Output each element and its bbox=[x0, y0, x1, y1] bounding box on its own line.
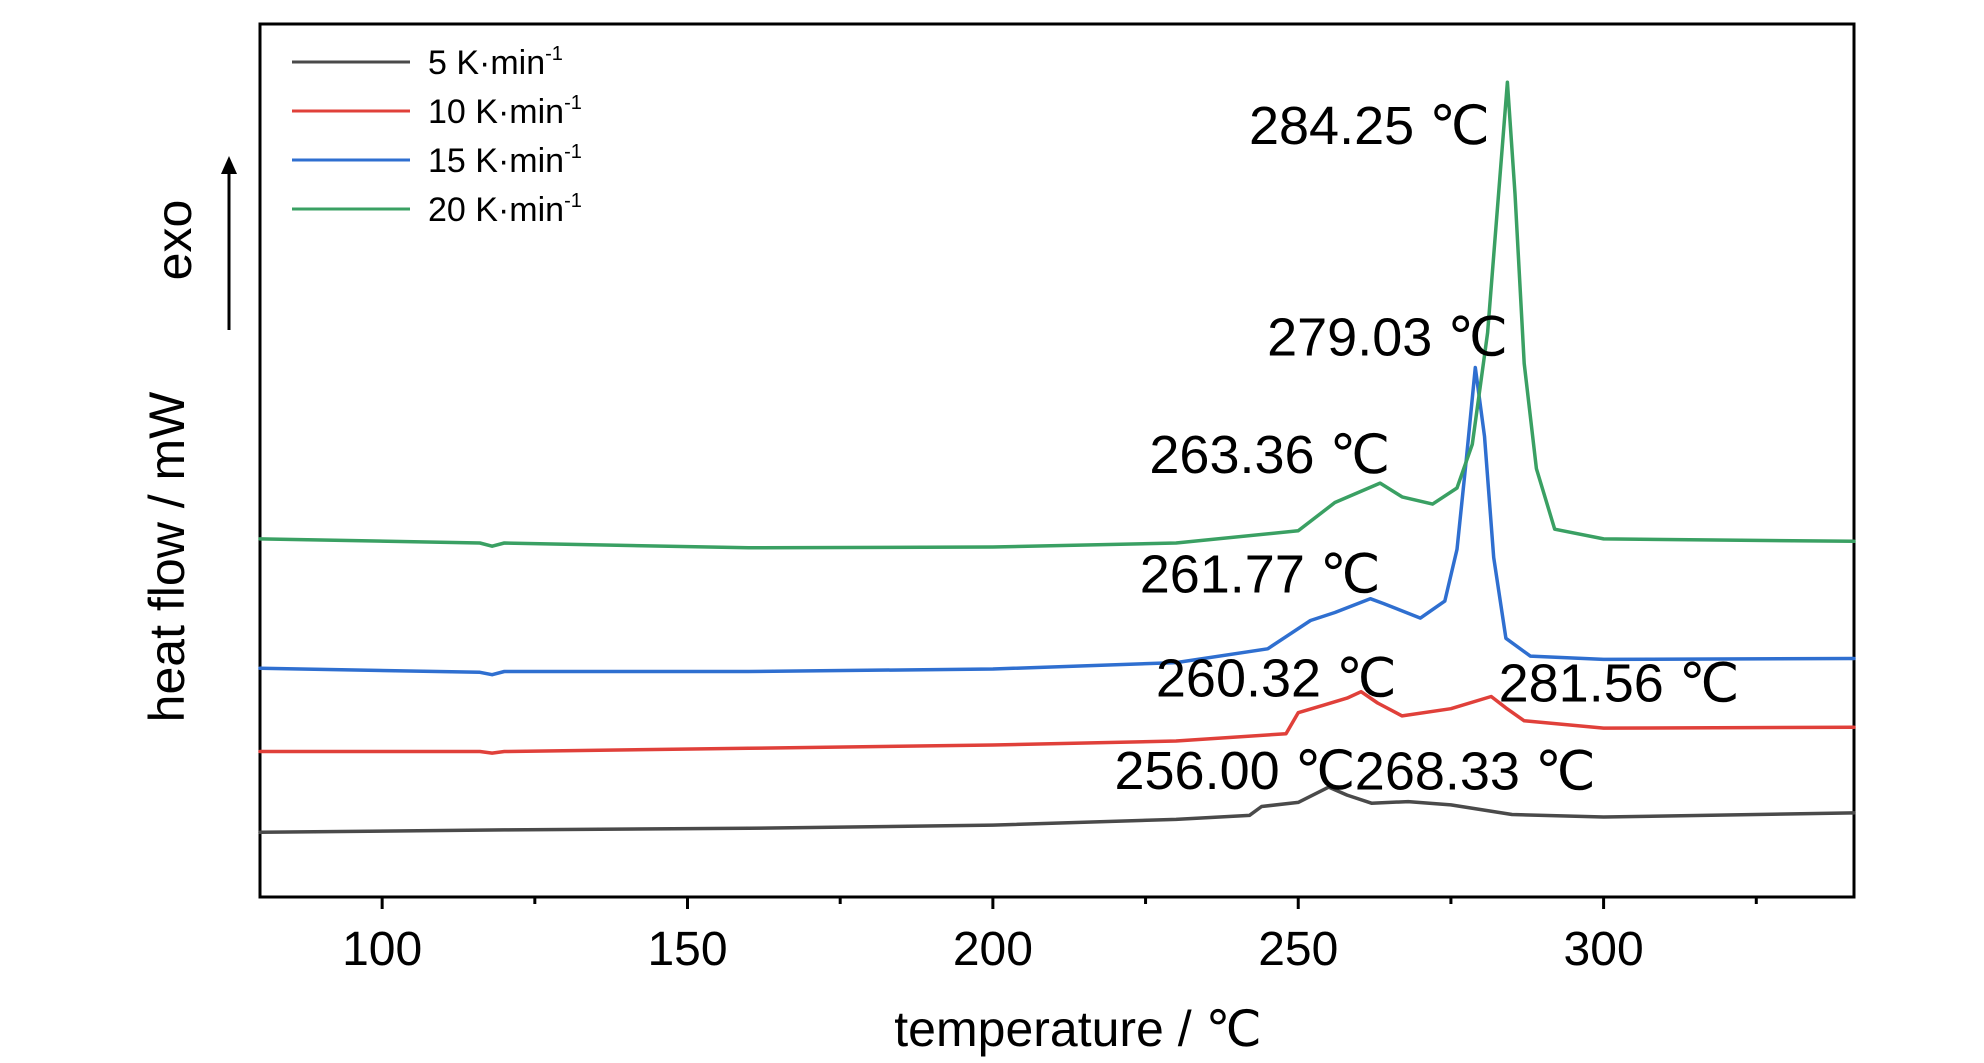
legend: 5 K·min-1 10 K·min-1 15 K·min-1 20 K·min-1 bbox=[292, 43, 582, 229]
annotations: 284.25 ℃ 279.03 ℃ 263.36 ℃ 261.77 ℃ 260.32 ℃… bbox=[1114, 96, 1739, 801]
peak-label: 260.32 ℃ bbox=[1156, 649, 1397, 709]
peak-label: 284.25 ℃ bbox=[1249, 96, 1490, 156]
series-line-3 bbox=[258, 80, 1856, 550]
peak-label: 261.77 ℃ bbox=[1140, 545, 1381, 605]
exo-label: exo bbox=[146, 200, 202, 281]
peak-label: 263.36 ℃ bbox=[1149, 425, 1390, 485]
series-line-1 bbox=[258, 689, 1856, 755]
legend-label-2: 15 K·min-1 bbox=[428, 141, 582, 180]
up-arrow-icon bbox=[221, 156, 237, 174]
legend-label-3: 20 K·min-1 bbox=[428, 190, 582, 229]
x-axis-ticks: 100 150 200 250 300 bbox=[342, 897, 1758, 976]
peak-label: 281.56 ℃ bbox=[1499, 654, 1740, 714]
series-line-2 bbox=[258, 365, 1856, 677]
y-axis-label: heat flow / mW bbox=[139, 391, 195, 722]
x-axis-label: temperature / ℃ bbox=[894, 1001, 1261, 1057]
series-layer bbox=[258, 80, 1856, 835]
peak-label: 279.03 ℃ bbox=[1267, 308, 1508, 368]
x-tick-label: 250 bbox=[1258, 923, 1338, 976]
x-tick-label: 100 bbox=[342, 923, 422, 976]
x-tick-label: 300 bbox=[1564, 923, 1644, 976]
peak-label: 268.33 ℃ bbox=[1355, 742, 1596, 802]
peak-label: 256.00 ℃ bbox=[1114, 741, 1355, 801]
plot-frame bbox=[258, 22, 1856, 899]
x-tick-label: 200 bbox=[953, 923, 1033, 976]
legend-label-1: 10 K·min-1 bbox=[428, 92, 582, 131]
legend-label-0: 5 K·min-1 bbox=[428, 43, 563, 82]
exo-indicator: exo bbox=[146, 156, 237, 330]
series-line-0 bbox=[258, 785, 1856, 835]
x-tick-label: 150 bbox=[647, 923, 727, 976]
